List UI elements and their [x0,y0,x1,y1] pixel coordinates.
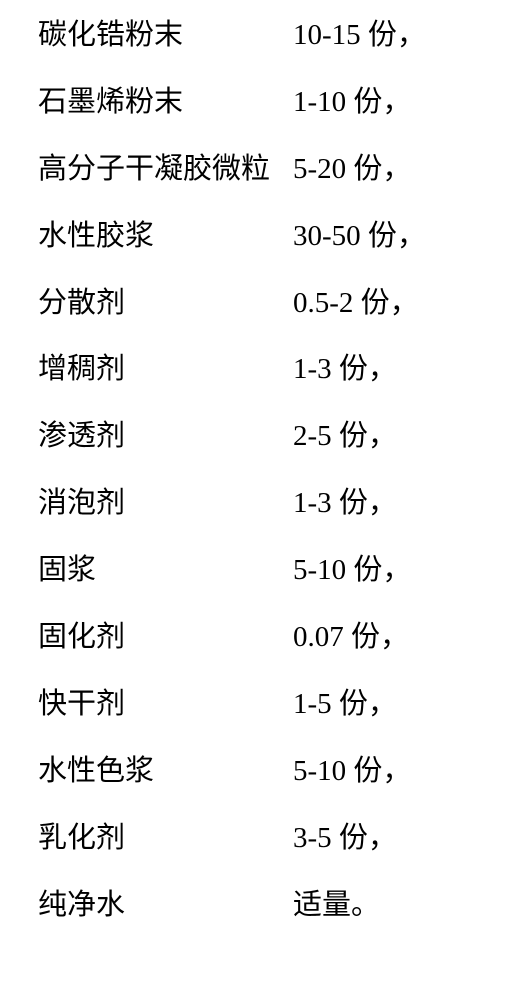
ingredient-name: 纯净水 [38,890,293,922]
ingredient-name: 固浆 [38,555,293,587]
ingredient-name: 快干剂 [38,689,293,721]
ingredient-name: 增稠剂 [38,354,293,386]
ingredient-amount: 10-15 份， [293,20,426,52]
ingredient-amount: 30-50 份， [293,221,426,253]
table-row: 乳化剂 3-5 份， [38,823,481,855]
ingredient-name: 渗透剂 [38,421,293,453]
ingredient-name: 水性色浆 [38,756,293,788]
table-row: 纯净水 适量。 [38,890,481,922]
table-row: 水性色浆 5-10 份， [38,756,481,788]
ingredient-name: 碳化锆粉末 [38,20,293,52]
ingredient-name: 高分子干凝胶微粒 [38,154,293,186]
table-row: 固化剂 0.07 份， [38,622,481,654]
ingredient-table: 碳化锆粉末 10-15 份， 石墨烯粉末 1-10 份， 高分子干凝胶微粒 5-… [0,0,511,941]
ingredient-amount: 1-3 份， [293,488,397,520]
table-row: 分散剂 0.5-2 份， [38,288,481,320]
ingredient-amount: 0.5-2 份， [293,288,419,320]
ingredient-name: 固化剂 [38,622,293,654]
ingredient-name: 乳化剂 [38,823,293,855]
ingredient-amount: 2-5 份， [293,421,397,453]
table-row: 渗透剂 2-5 份， [38,421,481,453]
table-row: 固浆 5-10 份， [38,555,481,587]
table-row: 石墨烯粉末 1-10 份， [38,87,481,119]
ingredient-amount: 5-10 份， [293,555,411,587]
ingredient-name: 水性胶浆 [38,221,293,253]
ingredient-name: 消泡剂 [38,488,293,520]
table-row: 碳化锆粉末 10-15 份， [38,20,481,52]
ingredient-amount: 1-10 份， [293,87,411,119]
table-row: 水性胶浆 30-50 份， [38,221,481,253]
table-row: 高分子干凝胶微粒 5-20 份， [38,154,481,186]
table-row: 消泡剂 1-3 份， [38,488,481,520]
table-row: 增稠剂 1-3 份， [38,354,481,386]
ingredient-amount: 5-20 份， [293,154,411,186]
ingredient-name: 石墨烯粉末 [38,87,293,119]
ingredient-name: 分散剂 [38,288,293,320]
ingredient-amount: 1-5 份， [293,689,397,721]
table-row: 快干剂 1-5 份， [38,689,481,721]
ingredient-amount: 3-5 份， [293,823,397,855]
ingredient-amount: 5-10 份， [293,756,411,788]
ingredient-amount: 0.07 份， [293,622,409,654]
ingredient-amount: 1-3 份， [293,354,397,386]
ingredient-amount: 适量。 [293,890,380,922]
